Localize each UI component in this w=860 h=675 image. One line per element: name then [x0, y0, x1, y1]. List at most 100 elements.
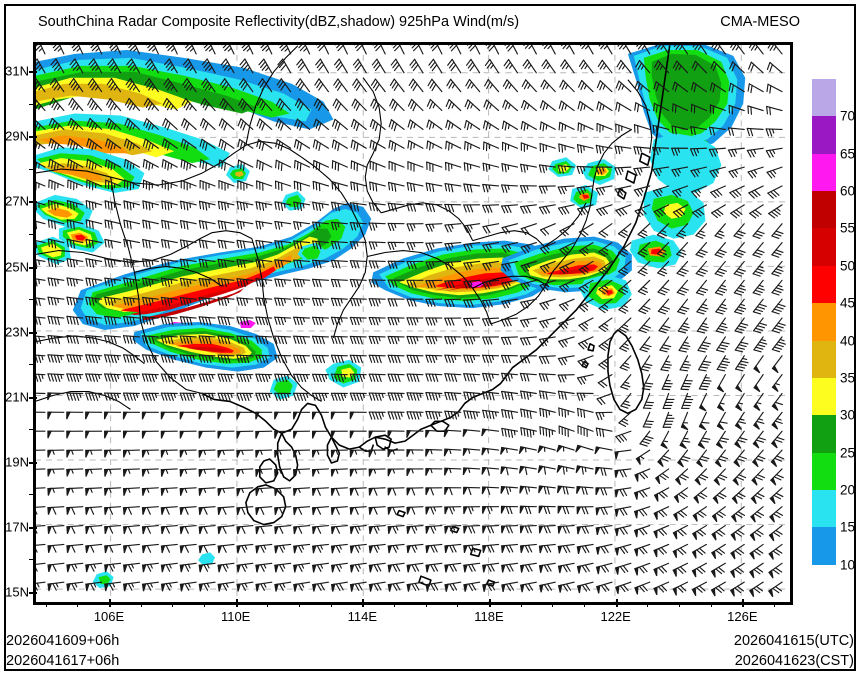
wind-barb-half: [297, 449, 301, 455]
wind-barb-half: [301, 563, 305, 569]
wind-barb-full: [412, 279, 417, 288]
reflectivity-colorbar[interactable]: 70 65 60 55 50 45 40 35 30 25 20 15 10: [812, 79, 855, 603]
wind-barb-full: [337, 392, 341, 401]
colorbar-band: [812, 489, 836, 528]
wind-barb-full: [638, 585, 645, 593]
wind-barb-full: [603, 467, 607, 476]
wind-barb-full: [335, 61, 342, 69]
wind-barb-full: [53, 142, 57, 151]
wind-barb-pennant: [368, 583, 374, 592]
wind-barb-full: [500, 205, 506, 214]
wind-barb-full: [562, 564, 568, 573]
wind-barb-full: [737, 230, 746, 235]
wind-barb-full: [488, 391, 492, 401]
wind-barb-half: [97, 373, 101, 380]
wind-barb-full: [205, 44, 212, 52]
wind-barb-full: [110, 83, 116, 91]
wind-barb-full: [217, 335, 221, 344]
wind-barb-full: [447, 183, 451, 192]
wind-barb-full: [375, 373, 379, 382]
wind-barb-full: [336, 44, 342, 49]
wind-barb-full: [638, 490, 645, 498]
wind-barb-shaft: [482, 242, 500, 246]
wind-barb-full: [48, 158, 51, 168]
wind-barb-full: [387, 354, 392, 363]
longitude-minor-tick: [299, 602, 300, 607]
wind-barb-half: [335, 468, 339, 474]
wind-barb-full: [425, 354, 429, 363]
wind-barb-pennant: [538, 485, 544, 494]
wind-barb-full: [622, 565, 629, 573]
wind-barb-full: [775, 511, 784, 516]
wind-barb-half: [151, 278, 154, 285]
wind-barb-full: [52, 582, 57, 591]
wind-barb-half: [416, 336, 419, 342]
wind-barb-full: [126, 140, 130, 149]
wind-barb-full: [223, 335, 228, 345]
wind-barb-half: [720, 303, 727, 307]
wind-barb-full: [580, 376, 586, 385]
wind-barb-pennant: [123, 545, 128, 554]
wind-barb-shaft: [714, 260, 726, 275]
wind-barb-full: [502, 99, 506, 108]
wind-barb-full: [406, 242, 411, 251]
wind-barb-full: [185, 83, 192, 91]
wind-barb-full: [529, 410, 532, 419]
wind-barb-full: [123, 277, 126, 286]
wind-barb-full: [773, 494, 782, 500]
wind-barb-full: [538, 338, 544, 347]
wind-barb-full: [482, 120, 486, 129]
wind-barb-full: [255, 239, 259, 249]
wind-barb-full: [681, 325, 690, 329]
wind-barb-full: [431, 373, 436, 382]
wind-barb-full: [189, 354, 193, 364]
wind-barb-full: [425, 261, 430, 270]
wind-barb-full: [299, 162, 302, 172]
wind-barb-full: [85, 277, 88, 286]
wind-barb-full: [148, 63, 155, 71]
wind-barb-full: [373, 545, 378, 553]
wind-barb-half: [489, 103, 492, 109]
wind-barb-half: [335, 449, 339, 455]
wind-barb-full: [371, 335, 376, 345]
wind-barb-half: [71, 449, 74, 455]
wind-barb-full: [334, 373, 338, 382]
wind-barb-full: [452, 582, 458, 591]
wind-barb-full: [471, 563, 476, 572]
wind-barb-full: [636, 103, 640, 113]
wind-barb-full: [425, 242, 430, 251]
wind-barb-shaft: [614, 166, 632, 169]
wind-barb-full: [183, 239, 186, 249]
wind-barb-full: [546, 564, 552, 572]
wind-barb-half: [36, 582, 40, 588]
wind-barb-half: [114, 66, 118, 71]
map-plot-panel[interactable]: [33, 42, 793, 605]
wind-barb-full: [258, 140, 262, 150]
wind-barb-half: [642, 248, 648, 252]
wind-barb-full: [277, 297, 281, 307]
wind-barb-full: [653, 211, 661, 218]
wind-barb-full: [576, 144, 580, 153]
wind-barb-full: [501, 264, 507, 272]
wind-barb-full: [539, 121, 542, 130]
wind-barb-half: [97, 354, 101, 361]
longitude-minor-tick: [45, 602, 47, 607]
wind-barb-full: [657, 272, 666, 277]
wind-barb-full: [335, 583, 341, 591]
wind-barb-half: [526, 263, 531, 269]
wind-barb-full: [180, 200, 183, 210]
wind-barb-full: [450, 298, 455, 307]
wind-barb-half: [639, 455, 645, 460]
wind-barb-full: [220, 373, 225, 382]
wind-barb-full: [463, 262, 468, 271]
wind-barb-full: [633, 146, 637, 155]
wind-barb-full: [735, 494, 744, 500]
wind-barb-full: [430, 564, 435, 572]
colorbar-tick-label: 65: [840, 146, 856, 162]
wind-barb-full: [221, 120, 225, 129]
wind-barb-full: [356, 373, 360, 382]
wind-barb-full: [255, 373, 259, 382]
wind-barb-pennant: [179, 583, 185, 592]
wind-barb-full: [428, 223, 433, 232]
wind-barb-full: [378, 354, 382, 364]
